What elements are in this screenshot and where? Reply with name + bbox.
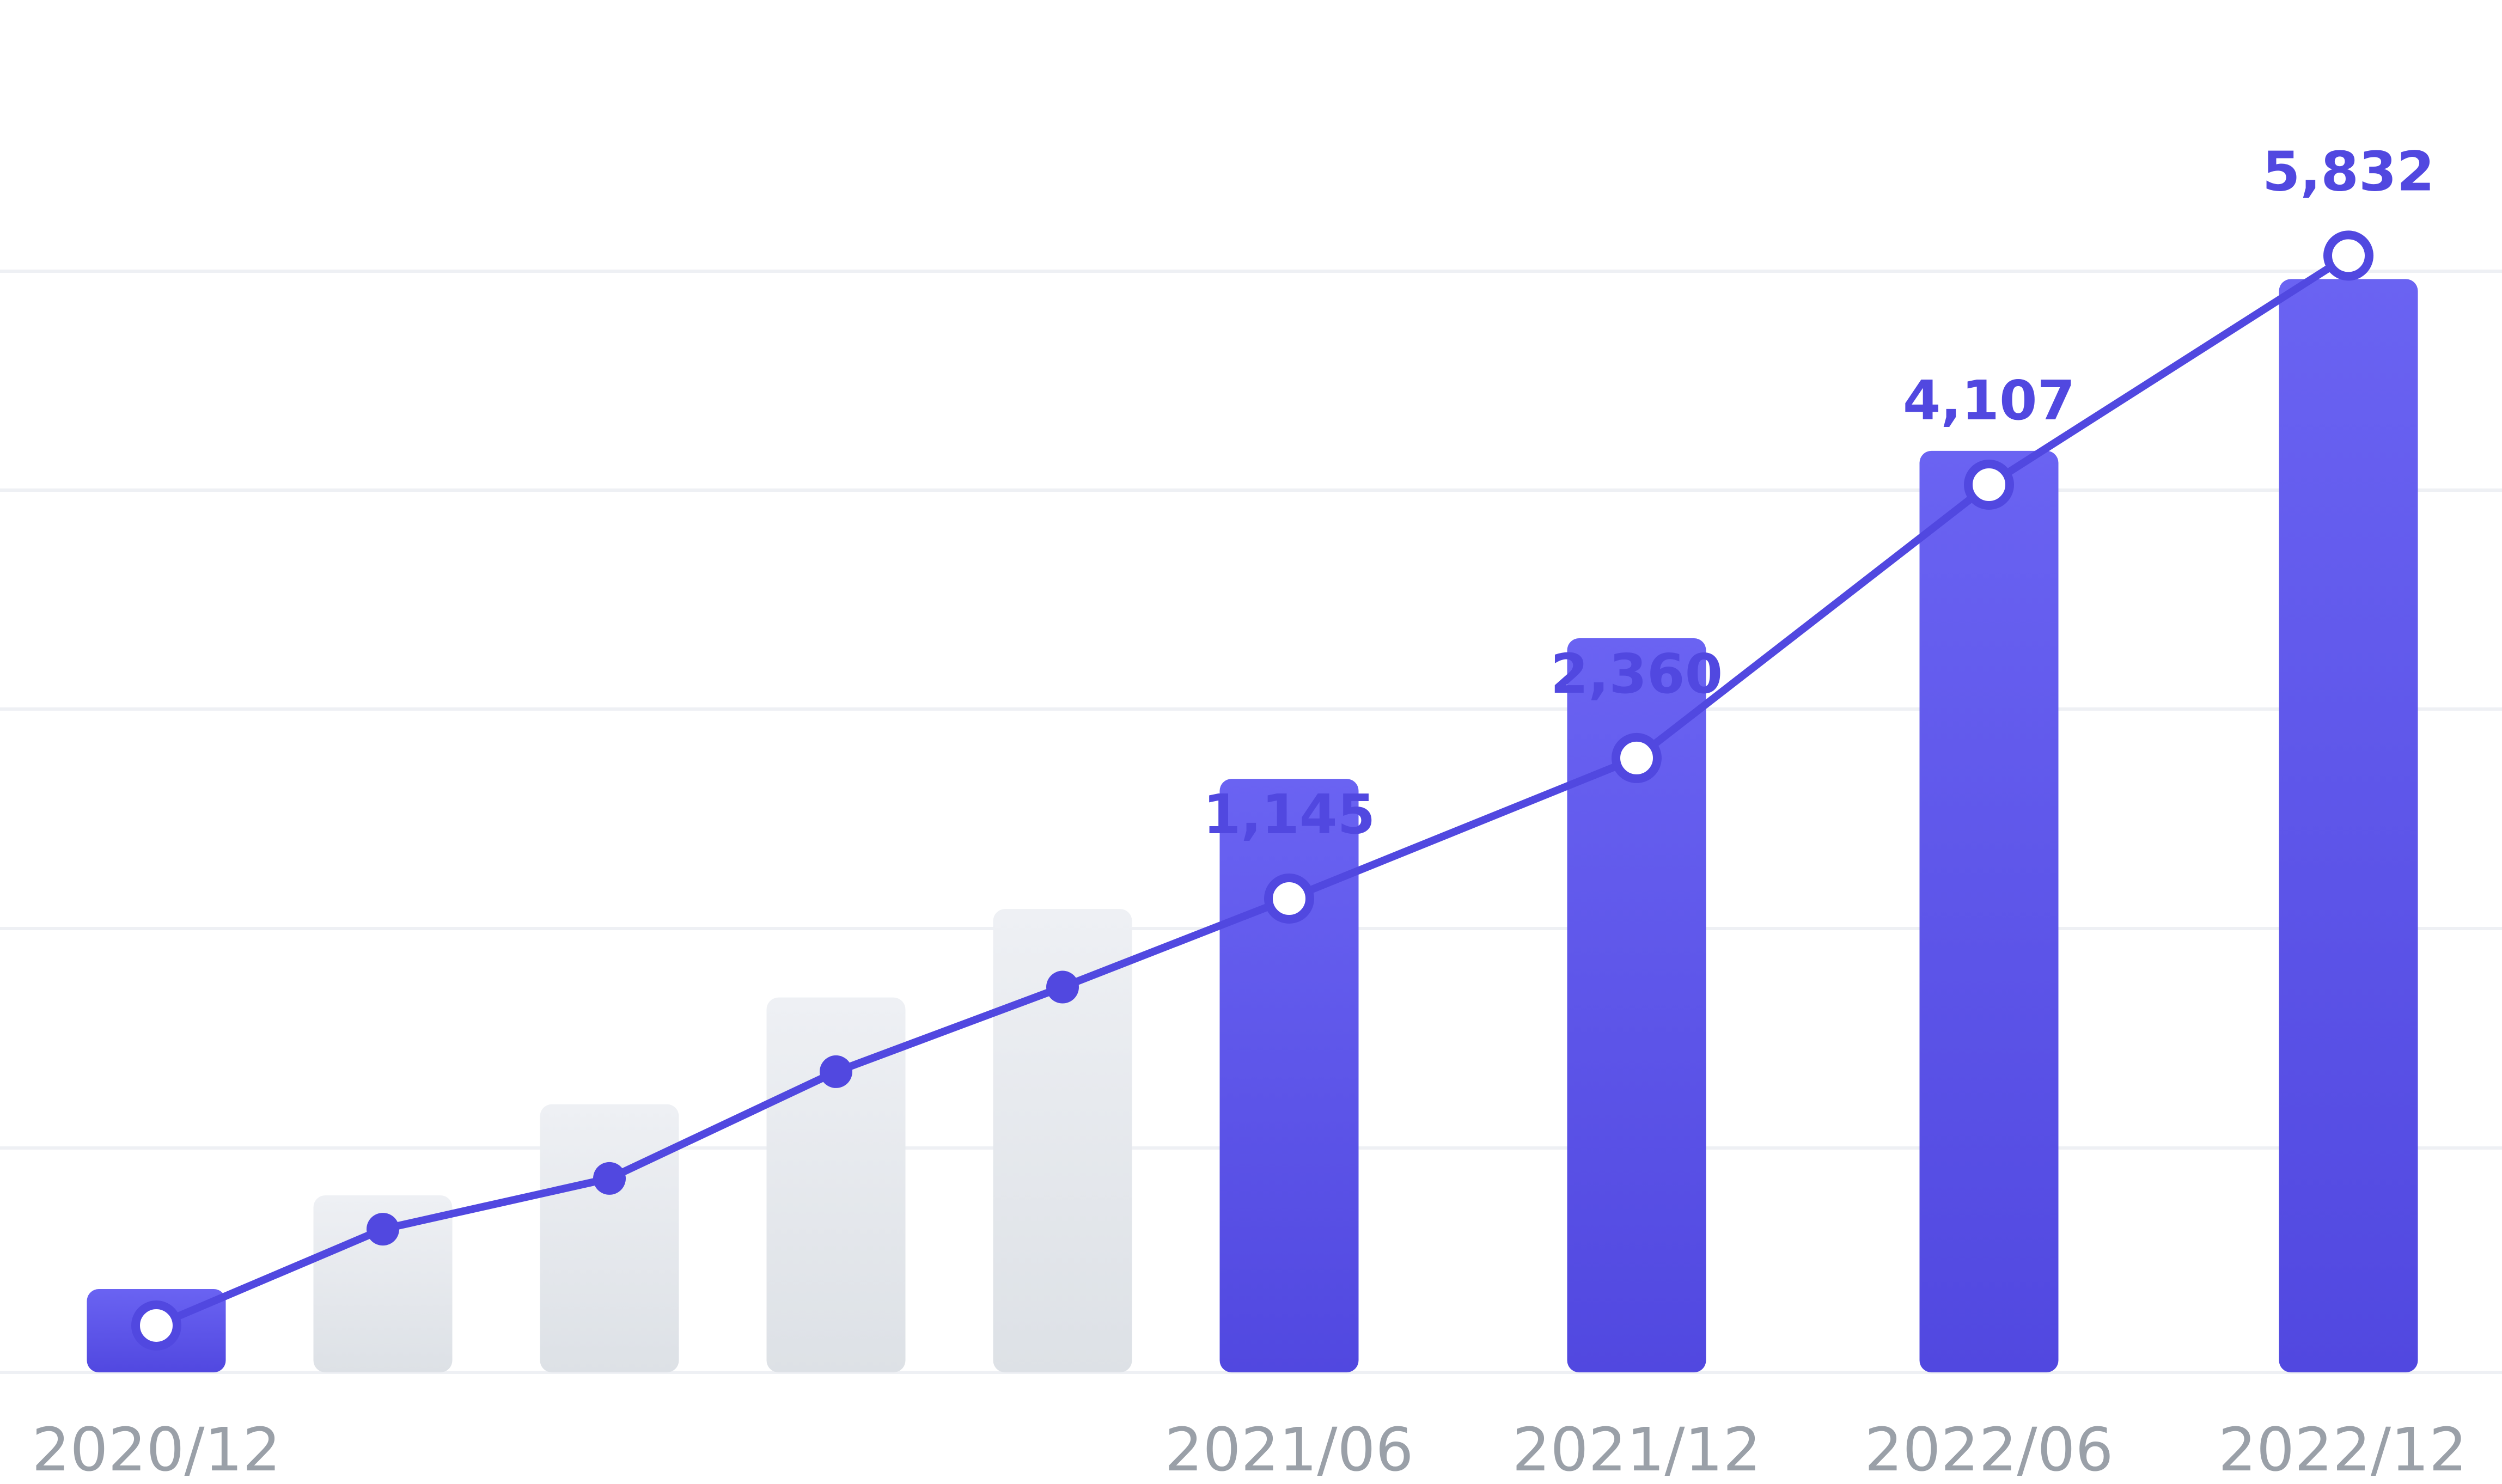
bar-1 xyxy=(313,1195,453,1372)
tick-layer: 2020/12 2021/06 2021/12 2022/06 2022/12 xyxy=(32,1415,2467,1484)
data-label-5: 1,145 xyxy=(1203,783,1375,846)
data-label-8: 5,832 xyxy=(2262,139,2434,203)
line-point-2 xyxy=(593,1162,626,1195)
line-point-1 xyxy=(367,1213,399,1246)
x-tick-0: 2020/12 xyxy=(32,1415,281,1484)
bar-7 xyxy=(1919,450,2059,1372)
data-label-7: 4,107 xyxy=(1903,369,2075,432)
label-layer: 1,145 2,360 4,107 5,832 xyxy=(1203,139,2434,846)
line-point-8 xyxy=(2323,230,2373,281)
line-layer xyxy=(131,230,2373,1351)
bar-2 xyxy=(540,1104,679,1372)
x-tick-8: 2022/12 xyxy=(2218,1415,2467,1484)
line-point-6 xyxy=(1612,732,1662,783)
bar-layer xyxy=(87,279,2418,1372)
bar-4 xyxy=(993,909,1132,1372)
x-tick-5: 2021/06 xyxy=(1165,1415,1414,1484)
bar-5 xyxy=(1219,779,1359,1372)
x-tick-6: 2021/12 xyxy=(1512,1415,1761,1484)
bar-6 xyxy=(1567,638,1706,1372)
line-point-3 xyxy=(820,1055,852,1088)
line-point-0 xyxy=(131,1300,181,1351)
bar-8 xyxy=(2279,279,2418,1372)
x-tick-7: 2022/06 xyxy=(1865,1415,2114,1484)
line-point-7 xyxy=(1964,460,2014,510)
line-point-5 xyxy=(1264,874,1314,924)
line-point-4 xyxy=(1046,970,1079,1004)
data-label-6: 2,360 xyxy=(1551,642,1723,706)
